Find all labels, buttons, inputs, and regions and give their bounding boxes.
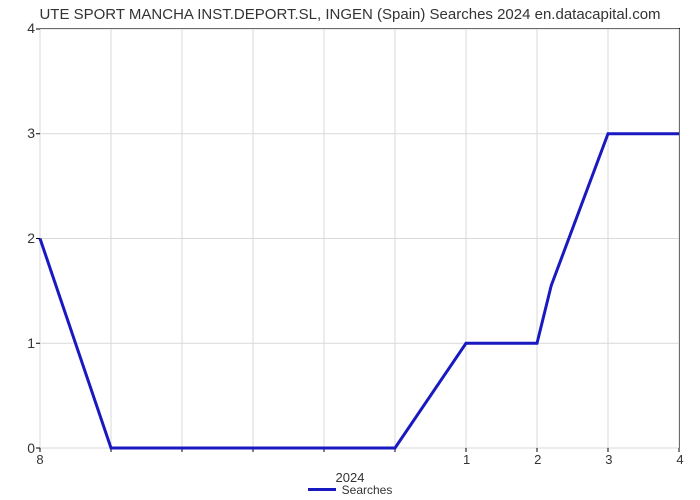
xtick-label: 4 bbox=[676, 452, 683, 467]
xtick-label: 1 bbox=[463, 452, 470, 467]
gridlines bbox=[40, 29, 679, 448]
legend-label: Searches bbox=[342, 483, 393, 497]
xtick-label: 2 bbox=[534, 452, 541, 467]
ytick-label: 4 bbox=[10, 20, 35, 36]
xtick-label: 8 bbox=[36, 452, 43, 467]
plot-svg bbox=[40, 29, 679, 448]
ytick-label: 2 bbox=[10, 230, 35, 246]
xtick-label: 3 bbox=[605, 452, 612, 467]
legend: Searches bbox=[0, 482, 700, 497]
axis-ticks bbox=[36, 29, 679, 452]
chart-container: UTE SPORT MANCHA INST.DEPORT.SL, INGEN (… bbox=[0, 0, 700, 500]
ytick-label: 1 bbox=[10, 335, 35, 351]
ytick-label: 0 bbox=[10, 440, 35, 456]
plot-area bbox=[40, 28, 680, 448]
chart-title: UTE SPORT MANCHA INST.DEPORT.SL, INGEN (… bbox=[0, 6, 700, 23]
legend-swatch bbox=[308, 488, 336, 491]
ytick-label: 3 bbox=[10, 125, 35, 141]
series-line bbox=[40, 134, 679, 448]
